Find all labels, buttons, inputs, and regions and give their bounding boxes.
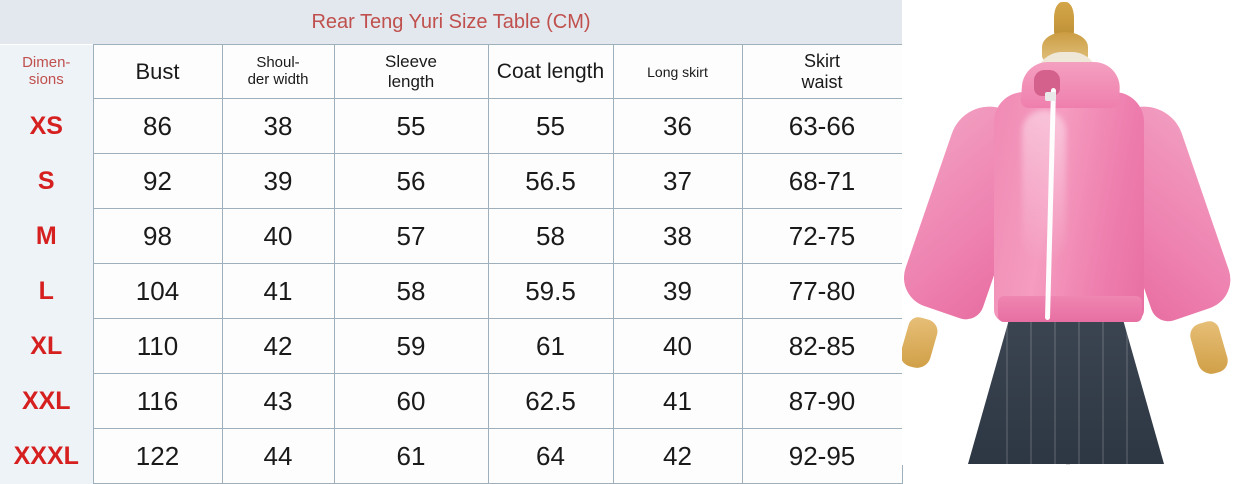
size-table-container: Dimen- sions Bust Shoul- der width Sleev… <box>0 44 903 484</box>
cell-coat-xs: 55 <box>487 98 614 154</box>
header-bust: Bust <box>92 44 223 99</box>
size-label-s: S <box>0 153 93 209</box>
header-dimensions: Dimen- sions <box>0 44 93 99</box>
cell-shoulder-s: 39 <box>221 153 335 209</box>
cell-long-skirt-s: 37 <box>612 153 743 209</box>
header-skirt-waist-line1: Skirt <box>804 51 840 72</box>
cell-sleeve-xxl: 60 <box>333 373 489 429</box>
cell-shoulder-l: 41 <box>221 263 335 319</box>
skirt-pleat <box>1030 312 1032 464</box>
jacket-hem <box>998 296 1142 322</box>
mannequin-hand-right <box>1187 318 1231 378</box>
table-row: XS 86 38 55 55 36 63-66 <box>0 98 903 154</box>
cell-coat-xxxl: 64 <box>487 428 614 484</box>
table-row: XXL 116 43 60 62.5 41 87-90 <box>0 373 903 429</box>
cell-long-skirt-m: 38 <box>612 208 743 264</box>
header-sleeve-length: Sleeve length <box>333 44 489 99</box>
cell-long-skirt-xxl: 41 <box>612 373 743 429</box>
cell-sleeve-m: 57 <box>333 208 489 264</box>
cell-bust-s: 92 <box>92 153 223 209</box>
table-header-row: Dimen- sions Bust Shoul- der width Sleev… <box>0 44 903 99</box>
skirt-pleat <box>1006 312 1008 464</box>
cell-sleeve-xs: 55 <box>333 98 489 154</box>
cell-coat-xl: 61 <box>487 318 614 374</box>
size-label-l: L <box>0 263 93 319</box>
header-dimensions-line2: sions <box>28 70 64 88</box>
cell-long-skirt-xl: 40 <box>612 318 743 374</box>
header-long-skirt: Long skirt <box>612 44 743 99</box>
skirt-pleat <box>1102 312 1104 464</box>
cell-coat-m: 58 <box>487 208 614 264</box>
cell-sleeve-xxxl: 61 <box>333 428 489 484</box>
zipper-pull-icon <box>1045 92 1056 101</box>
cell-shoulder-xl: 42 <box>221 318 335 374</box>
header-shoulder-line1: Shoul- <box>256 53 300 71</box>
header-dimensions-line1: Dimen- <box>22 53 71 71</box>
skirt-pleat <box>1054 312 1056 464</box>
cell-skirt-waist-m: 72-75 <box>741 208 903 264</box>
table-row: L 104 41 58 59.5 39 77-80 <box>0 263 903 319</box>
skirt-pleat <box>1078 312 1080 464</box>
jacket-highlight <box>1022 110 1066 260</box>
cell-sleeve-xl: 59 <box>333 318 489 374</box>
cell-skirt-waist-xl: 82-85 <box>741 318 903 374</box>
cell-skirt-waist-xxl: 87-90 <box>741 373 903 429</box>
cell-long-skirt-xxxl: 42 <box>612 428 743 484</box>
header-shoulder-line2: der width <box>247 70 309 88</box>
cell-bust-m: 98 <box>92 208 223 264</box>
cell-sleeve-l: 58 <box>333 263 489 319</box>
skirt-pleat <box>1126 312 1128 464</box>
pleated-skirt <box>968 312 1164 464</box>
cell-bust-xs: 86 <box>92 98 223 154</box>
pink-track-jacket <box>994 92 1144 322</box>
header-coat-length: Coat length <box>487 44 614 99</box>
cell-skirt-waist-xxxl: 92-95 <box>741 428 903 484</box>
size-label-xs: XS <box>0 98 93 154</box>
cell-shoulder-xxl: 43 <box>221 373 335 429</box>
cell-skirt-waist-xs: 63-66 <box>741 98 903 154</box>
size-table: Dimen- sions Bust Shoul- der width Sleev… <box>0 44 903 484</box>
table-row: M 98 40 57 58 38 72-75 <box>0 208 903 264</box>
size-label-xxl: XXL <box>0 373 93 429</box>
table-row: XXXL 122 44 61 64 42 92-95 <box>0 428 903 484</box>
product-photo <box>902 0 1234 465</box>
cell-long-skirt-xs: 36 <box>612 98 743 154</box>
cell-bust-l: 104 <box>92 263 223 319</box>
mannequin-hand-left <box>902 314 941 372</box>
cell-coat-xxl: 62.5 <box>487 373 614 429</box>
header-shoulder-width: Shoul- der width <box>221 44 335 99</box>
cell-bust-xxl: 116 <box>92 373 223 429</box>
table-row: S 92 39 56 56.5 37 68-71 <box>0 153 903 209</box>
cell-skirt-waist-l: 77-80 <box>741 263 903 319</box>
cell-shoulder-xxxl: 44 <box>221 428 335 484</box>
cell-coat-s: 56.5 <box>487 153 614 209</box>
page-title: Rear Teng Yuri Size Table (CM) <box>311 11 591 33</box>
size-label-xl: XL <box>0 318 93 374</box>
cell-coat-l: 59.5 <box>487 263 614 319</box>
header-sleeve-line1: Sleeve <box>385 52 437 72</box>
table-row: XL 110 42 59 61 40 82-85 <box>0 318 903 374</box>
cell-sleeve-s: 56 <box>333 153 489 209</box>
cell-bust-xxxl: 122 <box>92 428 223 484</box>
size-label-xxxl: XXXL <box>0 428 93 484</box>
cell-bust-xl: 110 <box>92 318 223 374</box>
cell-long-skirt-l: 39 <box>612 263 743 319</box>
cell-shoulder-m: 40 <box>221 208 335 264</box>
cell-skirt-waist-s: 68-71 <box>741 153 903 209</box>
header-skirt-waist: Skirt waist <box>741 44 903 99</box>
header-skirt-waist-line2: waist <box>801 71 843 92</box>
header-sleeve-line2: length <box>387 71 435 91</box>
cell-shoulder-xs: 38 <box>221 98 335 154</box>
size-label-m: M <box>0 208 93 264</box>
